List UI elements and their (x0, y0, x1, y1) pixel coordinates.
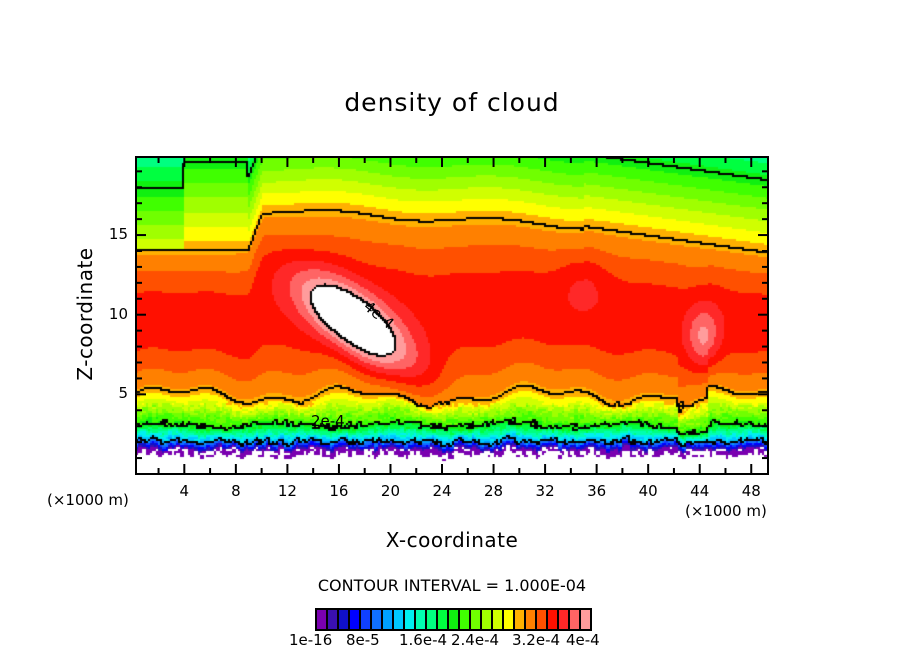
x-tick-label: 28 (484, 482, 504, 500)
colorbar-label: 4e-4 (566, 631, 600, 649)
y-axis-label: Z-coordinate (73, 247, 97, 381)
colorbar-swatch (427, 610, 438, 629)
colorbar-swatch (515, 610, 526, 629)
colorbar-swatch (394, 610, 405, 629)
colorbar-swatch (570, 610, 581, 629)
colorbar-swatch (526, 610, 537, 629)
colorbar-label: 2.4e-4 (451, 631, 500, 649)
colorbar-swatch (328, 610, 339, 629)
colorbar-swatch (460, 610, 471, 629)
x-tick-label: 20 (380, 482, 401, 500)
colorbar-swatch (548, 610, 559, 629)
chart-title: density of cloud (344, 88, 560, 117)
colorbar-label: 3.2e-4 (512, 631, 561, 649)
colorbar-swatch (471, 610, 482, 629)
x-unit-left: (×1000 m) (47, 491, 129, 509)
colorbar-swatch (350, 610, 361, 629)
contour-fill (136, 157, 768, 474)
colorbar-swatch (482, 610, 493, 629)
y-tick-label: 15 (108, 225, 128, 244)
colorbar-label: 8e-5 (346, 631, 380, 649)
colorbar-swatch (361, 610, 372, 629)
colorbar-swatch (405, 610, 416, 629)
colorbar-swatch (493, 610, 504, 629)
x-tick-label: 12 (277, 482, 297, 500)
colorbar-swatch (383, 610, 394, 629)
x-tick-label: 32 (535, 482, 555, 500)
colorbar-swatch (449, 610, 460, 629)
colorbar-swatch (504, 610, 515, 629)
colorbar-label: 1.6e-4 (399, 631, 448, 649)
colorbar-swatch (581, 610, 590, 629)
x-unit-right: (×1000 m) (685, 502, 767, 520)
contour-label-2e-4: 2e-4 (311, 412, 345, 430)
plot-frame (135, 156, 769, 475)
colorbar-swatch (416, 610, 427, 629)
colorbar-swatch (339, 610, 350, 629)
contour-interval-text: CONTOUR INTERVAL = 1.000E-04 (317, 576, 587, 595)
y-tick-label: 5 (118, 384, 128, 403)
colorbar-swatch (372, 610, 383, 629)
x-tick-label: 48 (741, 482, 761, 500)
colorbar-swatch (317, 610, 328, 629)
colorbar-label: 1e-16 (289, 631, 333, 649)
x-tick-label: 16 (329, 482, 349, 500)
x-tick-label: 40 (638, 482, 658, 500)
colorbar-swatch (559, 610, 570, 629)
plot-area (136, 157, 768, 474)
y-tick-label: 10 (108, 304, 128, 323)
x-axis-label: X-coordinate (385, 528, 519, 552)
x-tick-label: 44 (690, 482, 710, 500)
x-tick-label: 24 (432, 482, 452, 500)
x-tick-label: 36 (587, 482, 607, 500)
colorbar (315, 608, 592, 631)
x-tick-label: 4 (179, 482, 190, 500)
colorbar-swatch (537, 610, 548, 629)
x-tick-label: 8 (231, 482, 241, 500)
colorbar-swatch (438, 610, 449, 629)
